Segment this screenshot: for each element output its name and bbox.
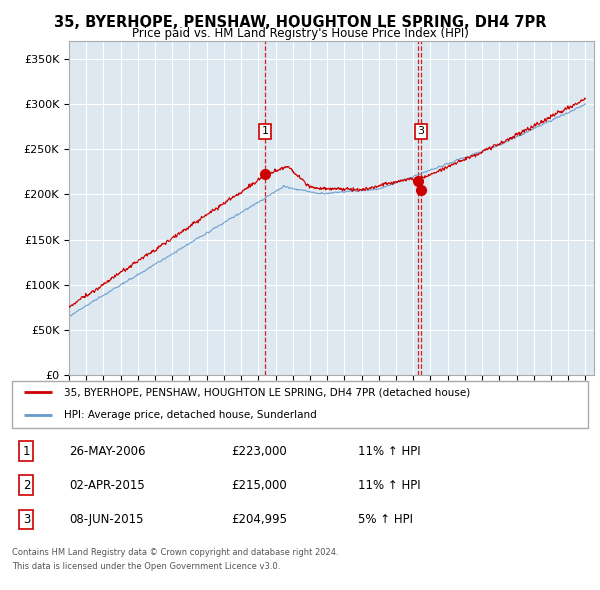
Text: 2: 2 [23, 478, 30, 492]
Text: 35, BYERHOPE, PENSHAW, HOUGHTON LE SPRING, DH4 7PR: 35, BYERHOPE, PENSHAW, HOUGHTON LE SPRIN… [54, 15, 546, 30]
Text: 3: 3 [23, 513, 30, 526]
Text: 02-APR-2015: 02-APR-2015 [70, 478, 145, 492]
Text: Price paid vs. HM Land Registry's House Price Index (HPI): Price paid vs. HM Land Registry's House … [131, 27, 469, 40]
Text: 1: 1 [23, 445, 30, 458]
Text: 26-MAY-2006: 26-MAY-2006 [70, 445, 146, 458]
Text: 11% ↑ HPI: 11% ↑ HPI [358, 478, 420, 492]
Text: 3: 3 [418, 126, 424, 136]
Text: This data is licensed under the Open Government Licence v3.0.: This data is licensed under the Open Gov… [12, 562, 280, 571]
FancyBboxPatch shape [12, 381, 588, 428]
Text: 08-JUN-2015: 08-JUN-2015 [70, 513, 144, 526]
Text: HPI: Average price, detached house, Sunderland: HPI: Average price, detached house, Sund… [64, 409, 317, 419]
Text: 35, BYERHOPE, PENSHAW, HOUGHTON LE SPRING, DH4 7PR (detached house): 35, BYERHOPE, PENSHAW, HOUGHTON LE SPRIN… [64, 388, 470, 397]
Text: £204,995: £204,995 [231, 513, 287, 526]
Text: £215,000: £215,000 [231, 478, 287, 492]
Text: Contains HM Land Registry data © Crown copyright and database right 2024.: Contains HM Land Registry data © Crown c… [12, 548, 338, 556]
Text: 1: 1 [262, 126, 269, 136]
Text: 11% ↑ HPI: 11% ↑ HPI [358, 445, 420, 458]
Text: £223,000: £223,000 [231, 445, 287, 458]
Text: 5% ↑ HPI: 5% ↑ HPI [358, 513, 413, 526]
